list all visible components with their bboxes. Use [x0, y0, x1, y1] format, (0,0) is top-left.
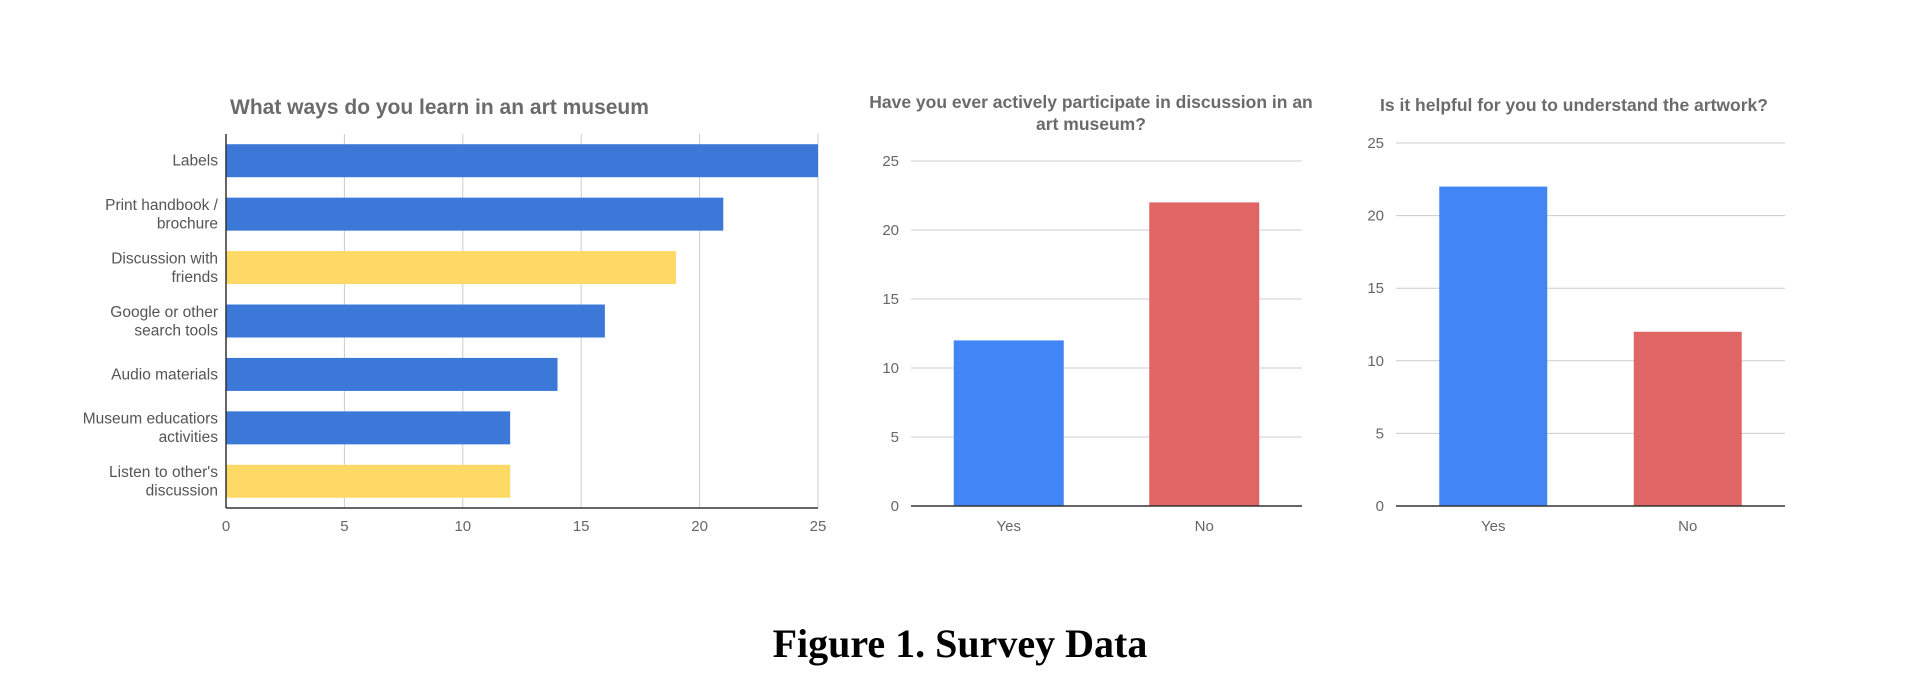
figure-caption: Figure 1. Survey Data	[772, 621, 1148, 666]
category-label: Google or other	[110, 304, 218, 321]
x-tick-label: 20	[691, 518, 708, 535]
helpful-understanding-chart: Is it helpful for you to understand the …	[1367, 95, 1785, 535]
category-label: Labels	[172, 153, 218, 170]
bar	[226, 357, 558, 391]
y-tick-label: 10	[882, 360, 899, 377]
category-label: search tools	[134, 322, 218, 339]
category-label: brochure	[157, 215, 218, 232]
bar	[1439, 186, 1548, 506]
x-tick-label: Yes	[997, 518, 1021, 535]
category-label: activities	[159, 429, 219, 446]
x-tick-label: 10	[454, 518, 471, 535]
discussion-participation-chart: Have you ever actively participate in di…	[869, 92, 1313, 535]
x-tick-label: No	[1678, 518, 1697, 535]
x-tick-label: Yes	[1481, 518, 1505, 535]
category-label: Audio materials	[111, 366, 218, 383]
category-label: friends	[171, 269, 218, 286]
bar	[226, 304, 605, 338]
bar	[226, 144, 818, 178]
y-tick-label: 5	[1376, 425, 1384, 442]
category-label: Museum educatiors	[83, 411, 219, 428]
category-label: Print handbook /	[105, 197, 219, 214]
x-tick-label: 15	[573, 518, 590, 535]
chart-title: What ways do you learn in an art museum	[230, 96, 649, 119]
y-tick-label: 0	[891, 498, 899, 515]
chart-title: Have you ever actively participate in di…	[869, 92, 1313, 112]
bar	[1633, 331, 1742, 506]
y-tick-label: 10	[1367, 353, 1384, 370]
bar	[226, 197, 724, 231]
bar	[226, 411, 511, 445]
chart-title: art museum?	[1036, 114, 1146, 134]
bar	[1149, 202, 1260, 506]
chart-title: Is it helpful for you to understand the …	[1380, 95, 1768, 115]
x-tick-label: 5	[340, 518, 348, 535]
y-tick-label: 0	[1376, 498, 1384, 515]
category-label: Discussion with	[111, 250, 218, 267]
learning-ways-chart: What ways do you learn in an art museum 0…	[83, 96, 827, 535]
category-label: discussion	[146, 483, 218, 500]
y-tick-label: 20	[1367, 208, 1384, 225]
y-tick-label: 20	[882, 222, 899, 239]
category-label: Listen to other's	[109, 464, 218, 481]
bar	[953, 340, 1064, 506]
x-tick-label: 0	[222, 518, 230, 535]
bar	[226, 251, 676, 285]
bar	[226, 464, 511, 498]
y-tick-label: 5	[891, 429, 899, 446]
x-tick-label: 25	[810, 518, 827, 535]
y-tick-label: 25	[882, 153, 899, 170]
y-tick-label: 15	[1367, 280, 1384, 297]
y-tick-label: 15	[882, 291, 899, 308]
y-tick-label: 25	[1367, 135, 1384, 152]
x-tick-label: No	[1195, 518, 1214, 535]
